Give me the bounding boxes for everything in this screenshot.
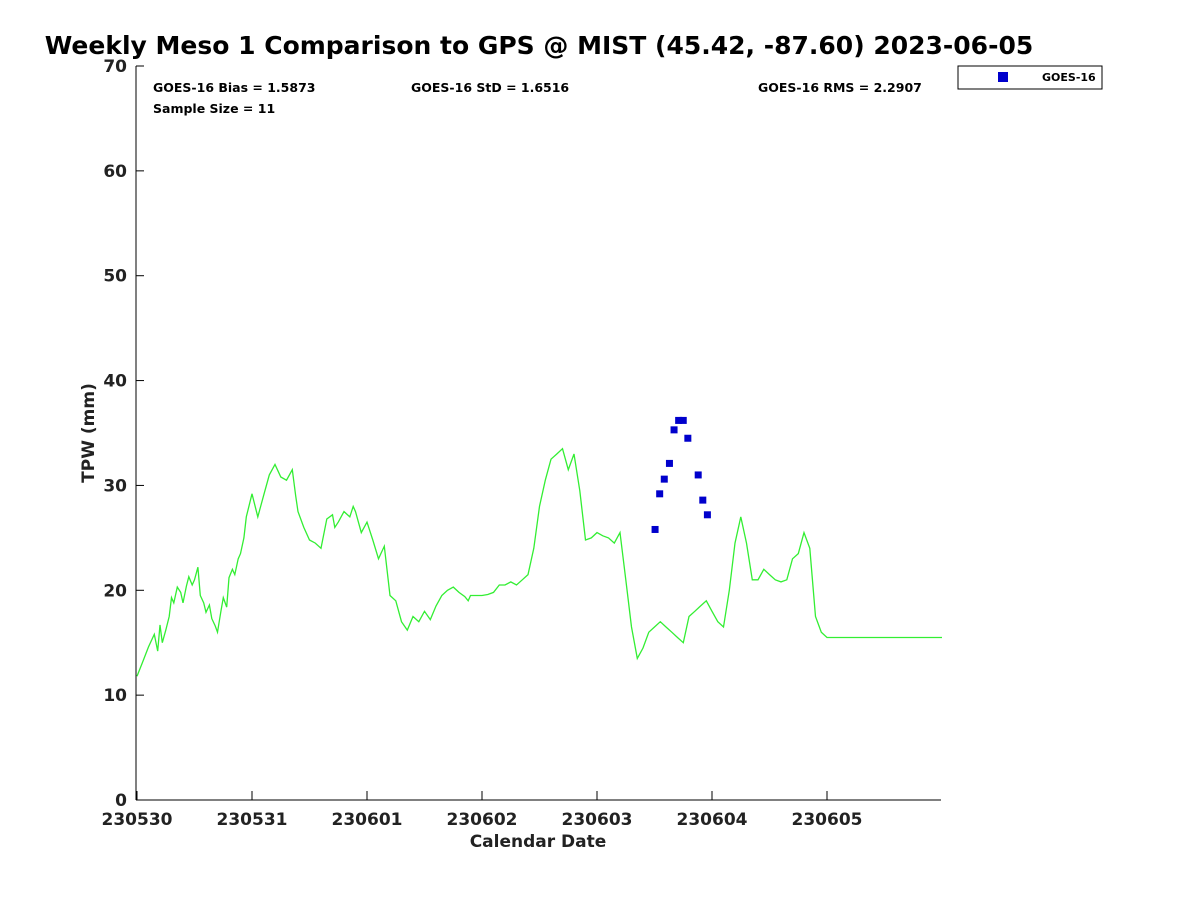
goes16-point — [660, 475, 668, 483]
plot-area — [135, 66, 941, 801]
y-tick-label: 70 — [103, 57, 127, 77]
y-tick-label: 10 — [103, 686, 127, 706]
stat-bias: GOES-16 Bias = 1.5873 — [153, 80, 315, 95]
goes16-point — [665, 459, 673, 467]
y-tick-label: 60 — [103, 162, 127, 182]
gps-series-group — [136, 447, 942, 677]
x-tick-label: 230604 — [677, 810, 748, 830]
x-axis-label: Calendar Date — [470, 832, 607, 852]
goes16-point — [703, 511, 711, 519]
y-tick-label: 20 — [103, 581, 127, 601]
x-tick-label: 230603 — [562, 810, 633, 830]
x-tick-label: 230531 — [217, 810, 288, 830]
goes16-point — [699, 496, 707, 504]
tick-group: 0 10 20 30 40 50 60 70 230530 230531 230601 230602 2… — [102, 57, 863, 830]
goes16-point — [651, 525, 659, 533]
x-tick-label: 230601 — [332, 810, 403, 830]
gps-series-line — [136, 447, 942, 677]
legend: GOES-16 — [957, 65, 1103, 90]
stat-sample-size: Sample Size = 11 — [153, 101, 275, 116]
x-tick-label: 230602 — [447, 810, 518, 830]
y-tick-label: 30 — [103, 476, 127, 496]
stat-rms: GOES-16 RMS = 2.2907 — [758, 80, 922, 95]
y-axis-label: TPW (mm) — [79, 383, 99, 483]
y-tick-label: 0 — [115, 791, 127, 811]
goes16-point — [684, 434, 692, 442]
goes16-point — [656, 490, 664, 498]
x-tick-label: 230605 — [792, 810, 863, 830]
x-tick-label: 230530 — [102, 810, 173, 830]
legend-marker-goes16 — [998, 72, 1008, 82]
goes16-series-group — [651, 416, 711, 533]
goes16-point — [694, 471, 702, 479]
goes16-point — [670, 426, 678, 434]
stat-std: GOES-16 StD = 1.6516 — [411, 80, 569, 95]
y-tick-label: 50 — [103, 267, 127, 287]
chart-title: Weekly Meso 1 Comparison to GPS @ MIST (… — [45, 31, 1034, 60]
y-tick-label: 40 — [103, 372, 127, 392]
legend-label-goes16: GOES-16 — [1042, 71, 1096, 84]
legend-box — [957, 65, 1103, 90]
goes16-point — [679, 416, 687, 424]
goes16-point — [675, 416, 683, 424]
